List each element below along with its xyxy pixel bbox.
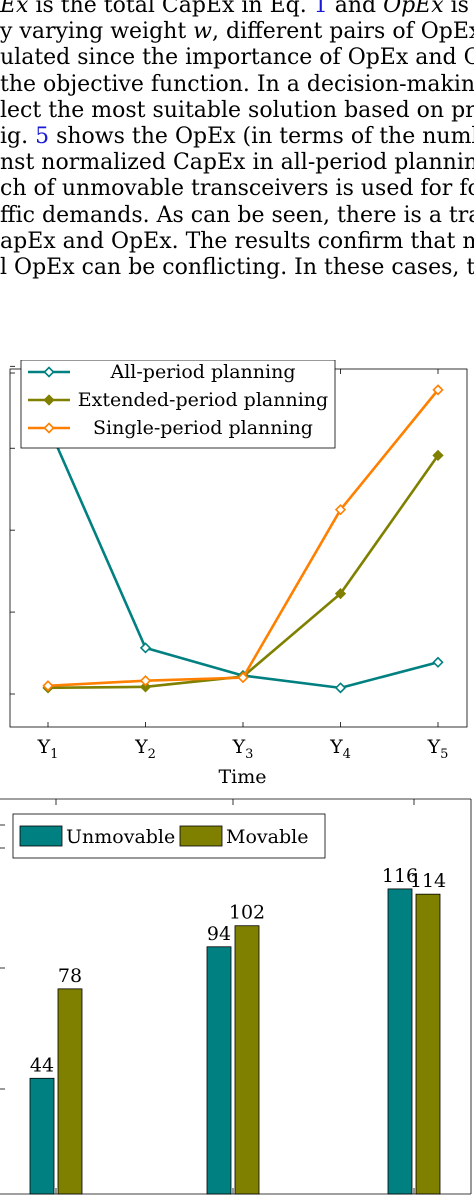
data-point [139,675,152,687]
x-tick-label: Y2 [134,736,156,762]
paragraph-text: y varying weight [0,19,194,45]
legend-label: All-period planning [109,361,295,383]
data-point [42,680,54,692]
paragraph-line: Ex is the total CapEx in Eq. 1 and OpEx … [0,0,474,18]
paragraph-text: is the total CapEx in Eq. [28,0,314,18]
data-point [334,588,347,600]
series-line [47,454,440,690]
paragraph-line: l OpEx can be conflicting. In these case… [0,256,474,280]
bar [206,946,232,1195]
paragraph-text: w [193,19,213,45]
data-point [237,671,249,684]
data-point [432,384,444,396]
paragraph-text: ig. [0,124,36,149]
paragraph-line: nst normalized CapEx in all-period plann… [0,151,474,175]
x-tick-label: Y4 [329,736,351,762]
paragraph-text: ulated since the importance of OpEx and … [0,45,474,71]
line-chart: Y1 Y2 Y3 Y4 Y5 Time All-period planning Extende… [9,360,468,788]
paragraph-text: ch of unmovable transceivers is used for… [0,176,474,202]
x-tick-label: Y1 [37,736,59,762]
x-tick-label: Y3 [232,736,254,762]
bar [415,893,441,1195]
paragraph-line: lect the most suitable solution based on… [0,97,474,123]
data-point [432,656,444,668]
paragraph-text: OpEx [383,0,444,18]
bar [57,988,83,1195]
paragraph-text: apEx and OpEx. The results confirm that … [0,228,474,254]
legend-label: Extended-period planning [78,389,328,411]
legend-box [20,360,336,449]
legend-swatch [19,825,63,847]
paragraph-text: Ex [0,0,29,18]
paragraph-text: , different pairs of OpEx-Ca [212,19,474,45]
paragraph-text: nst normalized CapEx in all-period plann… [0,150,474,176]
legend-marker [43,394,55,406]
body-paragraph: Ex is the total CapEx in Eq. 1 and OpEx … [0,0,474,300]
data-point [334,682,347,694]
legend-marker [43,366,55,378]
bar [387,888,413,1195]
x-tick-label: Y5 [427,736,449,762]
legend-label: Unmovable [66,826,175,848]
x-axis-label: Time [218,766,266,788]
legend-box [12,813,326,859]
paragraph-text: ffic demands. As can be seen, there is a… [0,202,474,228]
legend-label: Single-period planning [93,417,313,439]
paragraph-line: y varying weight w, different pairs of O… [0,20,474,44]
reference-link[interactable]: 5 [35,124,50,149]
data-point [432,449,444,462]
legend: All-period planning Extended-period plann… [20,360,336,449]
bar [234,925,260,1195]
paragraph-text: lect the most suitable solution based on… [0,97,474,123]
reference-link[interactable]: 1 [313,0,328,18]
paragraph-text: the objective function. In a decision-ma… [0,71,474,97]
series-line [46,425,439,690]
paragraph-line: apEx and OpEx. The results confirm that … [0,228,474,254]
legend-marker [43,422,55,434]
paragraph-text: and [327,0,384,18]
paragraph-line: ig. 5 shows the OpEx (in terms of the nu… [0,125,474,149]
legend-swatch [179,825,223,847]
bar-value-label: 78 [58,965,82,987]
legend-label: Movable [226,826,308,848]
paragraph-line: ch of unmovable transceivers is used for… [0,177,474,201]
bar-value-label: 116 [382,865,418,887]
data-point [139,681,152,693]
data-point [334,504,347,516]
paragraph-line: ulated since the importance of OpEx and … [0,46,474,70]
bar-value-label: 44 [30,1054,54,1076]
paragraph-line: the objective function. In a decision-ma… [0,71,474,97]
legend: Unmovable Movable [12,813,326,859]
paragraph-text: is the nu [450,0,474,18]
paragraph-text: shows the OpEx (in terms of the numb [49,124,474,149]
data-point [139,642,152,654]
paragraph-text: l OpEx can be conflicting. In these case… [0,255,474,280]
bar [29,1077,55,1195]
bar-value-label: 114 [410,870,446,892]
paragraph-line: ffic demands. As can be seen, there is a… [0,202,474,228]
bar-value-label: 94 [207,923,231,945]
bar-value-label: 102 [229,902,265,924]
